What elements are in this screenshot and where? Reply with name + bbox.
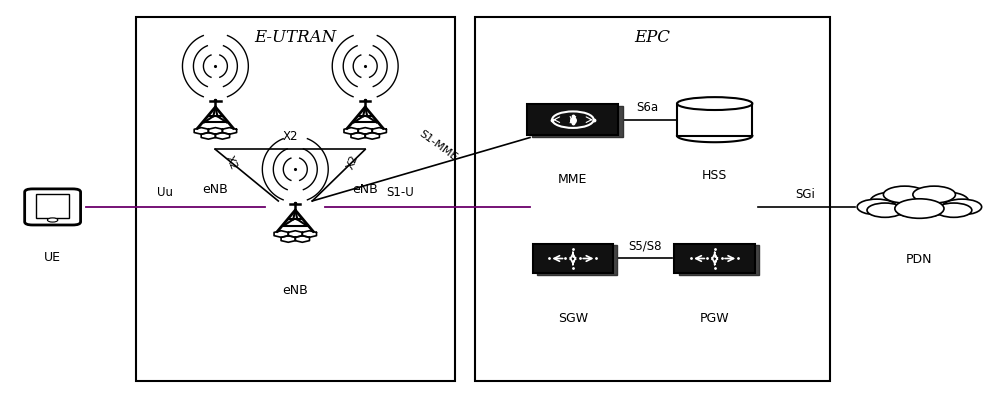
Text: EPC: EPC (634, 29, 670, 46)
FancyBboxPatch shape (674, 244, 755, 273)
Text: SGi: SGi (796, 188, 816, 201)
Text: PDN: PDN (906, 253, 933, 265)
Text: S6a: S6a (637, 101, 659, 114)
Text: X2: X2 (345, 154, 360, 171)
FancyBboxPatch shape (25, 189, 81, 225)
Text: MME: MME (558, 173, 588, 186)
FancyBboxPatch shape (537, 246, 617, 275)
Text: eNB: eNB (352, 183, 378, 196)
Circle shape (870, 192, 916, 210)
FancyBboxPatch shape (532, 106, 623, 137)
Text: E-UTRAN: E-UTRAN (254, 29, 336, 46)
Circle shape (936, 203, 972, 217)
FancyBboxPatch shape (527, 104, 618, 135)
Text: S1-MME: S1-MME (417, 128, 459, 162)
Circle shape (867, 203, 903, 217)
Bar (677, 103, 752, 136)
Text: eNB: eNB (203, 183, 228, 196)
FancyBboxPatch shape (36, 194, 69, 219)
FancyBboxPatch shape (679, 246, 759, 275)
Text: SGW: SGW (558, 312, 588, 325)
Text: UE: UE (44, 251, 61, 263)
Circle shape (47, 218, 58, 222)
Circle shape (883, 186, 926, 203)
Text: X2: X2 (283, 131, 298, 143)
Text: S1-U: S1-U (386, 186, 414, 199)
Text: eNB: eNB (282, 284, 308, 297)
Bar (475, 17, 830, 381)
Circle shape (923, 192, 969, 210)
Text: Uu: Uu (157, 186, 173, 199)
Text: X2: X2 (224, 154, 239, 171)
Bar (136, 17, 455, 381)
Ellipse shape (677, 97, 752, 110)
Circle shape (913, 186, 955, 203)
Text: S5/S8: S5/S8 (628, 240, 662, 253)
Text: PGW: PGW (700, 312, 730, 325)
Circle shape (887, 191, 952, 217)
Text: HSS: HSS (702, 169, 727, 182)
Circle shape (942, 199, 982, 215)
Circle shape (895, 199, 944, 219)
Circle shape (857, 199, 896, 215)
FancyBboxPatch shape (533, 244, 613, 273)
